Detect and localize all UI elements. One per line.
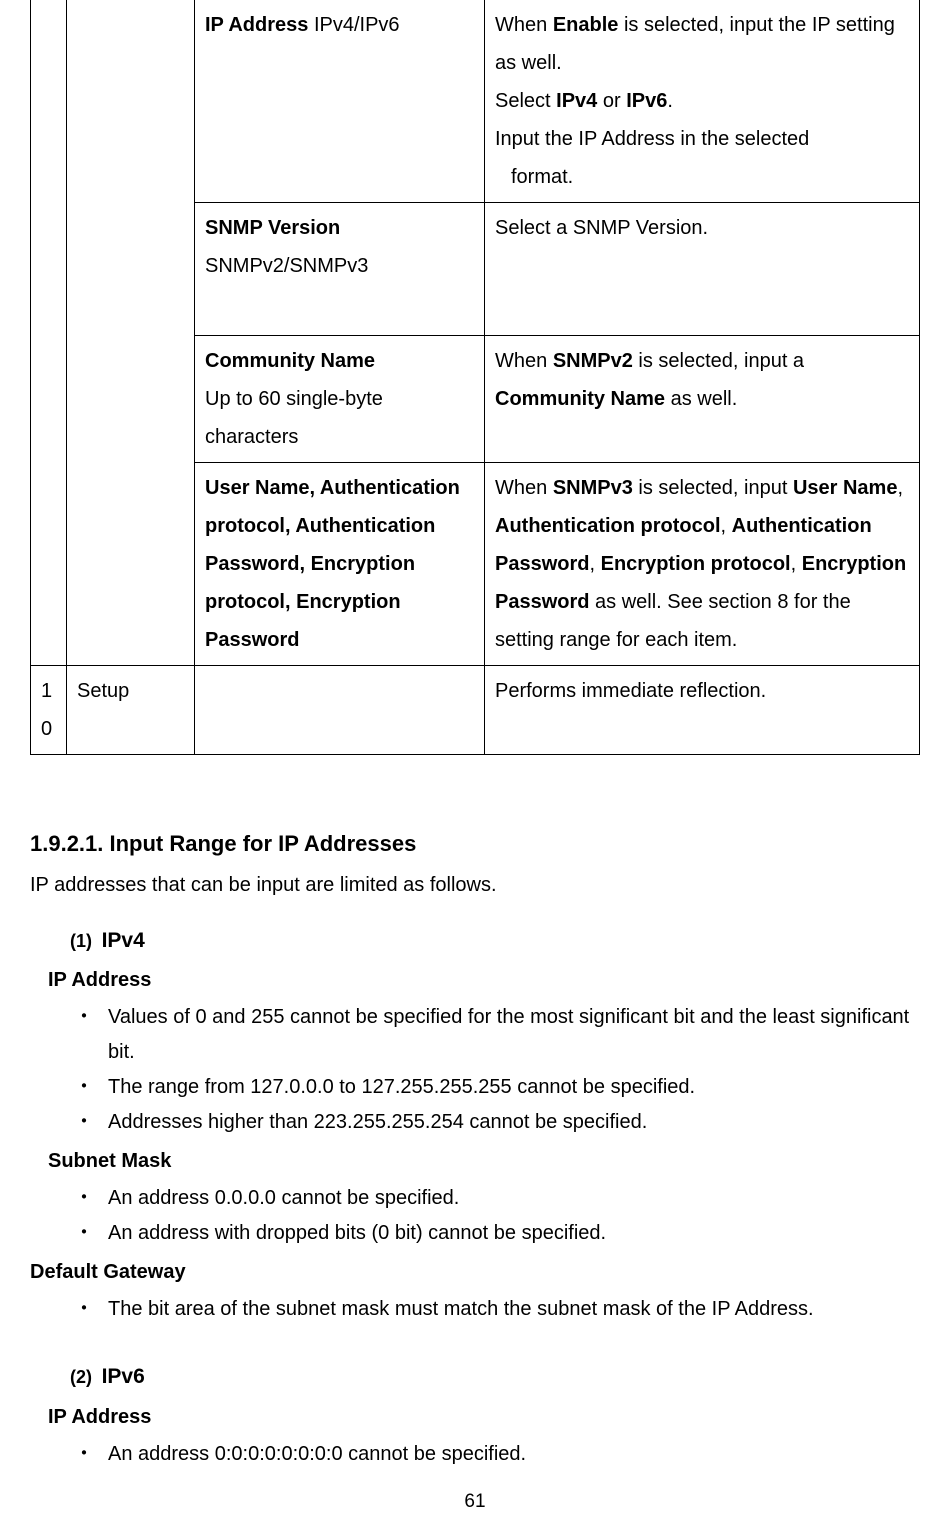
cell-num xyxy=(31,203,67,336)
desc-text: or xyxy=(597,90,626,112)
desc-text: . xyxy=(667,90,673,112)
subheading-ipv4: (1) IPv4 xyxy=(70,923,920,960)
table-row: User Name, Authentication protocol, Auth… xyxy=(31,463,920,666)
list-item: An address with dropped bits (0 bit) can… xyxy=(30,1216,920,1251)
list-item: Addresses higher than 223.255.255.254 ca… xyxy=(30,1105,920,1140)
desc-bold-text: IPv4 xyxy=(556,90,597,112)
desc-text: Input the IP Address in the selected xyxy=(495,128,809,150)
cell-mid xyxy=(195,666,485,755)
param-label: Community Name xyxy=(205,350,375,372)
cell-num xyxy=(31,0,67,203)
subheading-text: IPv6 xyxy=(102,1365,145,1388)
desc-text: , xyxy=(791,553,802,575)
cell-desc: Select a SNMP Version. xyxy=(485,203,920,336)
page-container: IP Address IPv4/IPv6 When Enable is sele… xyxy=(0,0,950,1521)
desc-bold-text: SNMPv2 xyxy=(553,350,633,372)
cell-num: 10 xyxy=(31,666,67,755)
desc-bold-text: Community Name xyxy=(495,388,665,410)
desc-text: is selected, input xyxy=(633,477,793,499)
param-label: User Name, Authentication protocol, Auth… xyxy=(205,477,460,651)
desc-text: Select xyxy=(495,90,556,112)
param-label: SNMP Version xyxy=(205,217,340,239)
cell-mid: IP Address IPv4/IPv6 xyxy=(195,0,485,203)
param-rest: SNMPv2/SNMPv3 xyxy=(205,255,368,277)
cell-mid: User Name, Authentication protocol, Auth… xyxy=(195,463,485,666)
desc-bold-text: User Name xyxy=(793,477,898,499)
cell-desc: Performs immediate reflection. xyxy=(485,666,920,755)
cell-name xyxy=(67,336,195,463)
cell-name xyxy=(67,0,195,203)
label-ipv4-subnet: Subnet Mask xyxy=(48,1144,920,1179)
list-item: An address 0.0.0.0 cannot be specified. xyxy=(30,1181,920,1216)
desc-bold-text: Authentication protocol xyxy=(495,515,721,537)
cell-name: Setup xyxy=(67,666,195,755)
cell-num xyxy=(31,463,67,666)
section-ip-range: 1.9.2.1. Input Range for IP Addresses IP… xyxy=(30,825,920,1472)
desc-bold-text: Encryption protocol xyxy=(601,553,791,575)
desc-bold-text: SNMPv3 xyxy=(553,477,633,499)
table-row: SNMP Version SNMPv2/SNMPv3 Select a SNMP… xyxy=(31,203,920,336)
cell-mid: Community Name Up to 60 single-byte char… xyxy=(195,336,485,463)
cell-desc: When SNMPv3 is selected, input User Name… xyxy=(485,463,920,666)
desc-text: , xyxy=(897,477,903,499)
desc-text: When xyxy=(495,350,553,372)
list-item: The bit area of the subnet mask must mat… xyxy=(30,1292,920,1327)
subheading-text: IPv4 xyxy=(102,929,145,952)
bullets-ipv4-ip: Values of 0 and 255 cannot be specified … xyxy=(30,1000,920,1140)
section-intro: IP addresses that can be input are limit… xyxy=(30,868,920,903)
bullets-ipv6-ip: An address 0:0:0:0:0:0:0:0 cannot be spe… xyxy=(30,1437,920,1472)
list-item: The range from 127.0.0.0 to 127.255.255.… xyxy=(30,1070,920,1105)
cell-name xyxy=(67,203,195,336)
desc-text: format. xyxy=(511,166,573,188)
desc-text: is selected, input a xyxy=(633,350,804,372)
desc-text: Select a SNMP Version. xyxy=(495,217,708,239)
param-rest: IPv4/IPv6 xyxy=(308,14,399,36)
desc-text: , xyxy=(589,553,600,575)
config-table: IP Address IPv4/IPv6 When Enable is sele… xyxy=(30,0,920,755)
desc-text: , xyxy=(721,515,732,537)
table-row: Community Name Up to 60 single-byte char… xyxy=(31,336,920,463)
table-row: 10 Setup Performs immediate reflection. xyxy=(31,666,920,755)
label-ipv4-ip: IP Address xyxy=(48,963,920,998)
bullets-ipv4-gateway: The bit area of the subnet mask must mat… xyxy=(30,1292,920,1327)
desc-text: When xyxy=(495,477,553,499)
desc-text: When xyxy=(495,14,553,36)
cell-desc: When SNMPv2 is selected, input a Communi… xyxy=(485,336,920,463)
label-ipv4-gateway: Default Gateway xyxy=(30,1255,920,1290)
list-item: An address 0:0:0:0:0:0:0:0 cannot be spe… xyxy=(30,1437,920,1472)
desc-text: as well. xyxy=(665,388,737,410)
label-ipv6-ip: IP Address xyxy=(48,1400,920,1435)
bullets-ipv4-subnet: An address 0.0.0.0 cannot be specified.A… xyxy=(30,1181,920,1251)
cell-desc: When Enable is selected, input the IP se… xyxy=(485,0,920,203)
cell-name xyxy=(67,463,195,666)
subheading-ipv6: (2) IPv6 xyxy=(70,1359,920,1396)
cell-mid: SNMP Version SNMPv2/SNMPv3 xyxy=(195,203,485,336)
page-number: 61 xyxy=(30,1491,920,1513)
desc-bold-text: IPv6 xyxy=(626,90,667,112)
subheading-num: (2) xyxy=(70,1367,92,1387)
subheading-num: (1) xyxy=(70,931,92,951)
desc-bold-text: Enable xyxy=(553,14,619,36)
table-row: IP Address IPv4/IPv6 When Enable is sele… xyxy=(31,0,920,203)
list-item: Values of 0 and 255 cannot be specified … xyxy=(30,1000,920,1070)
section-heading: 1.9.2.1. Input Range for IP Addresses xyxy=(30,825,920,864)
param-label: IP Address xyxy=(205,14,308,36)
param-rest: Up to 60 single-byte characters xyxy=(205,388,383,448)
cell-num xyxy=(31,336,67,463)
